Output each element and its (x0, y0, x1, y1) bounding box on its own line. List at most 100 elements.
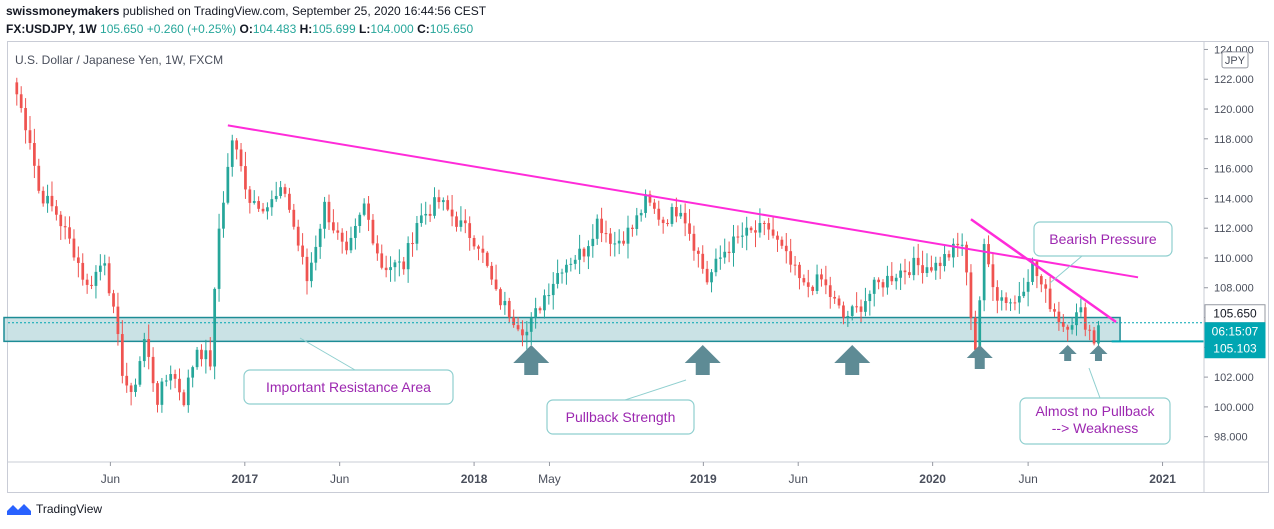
pullback-annotation-box[interactable] (546, 399, 695, 435)
candle-body (1097, 325, 1100, 344)
time-tick-label: 2018 (461, 472, 488, 486)
candle-body (538, 308, 542, 311)
candle-body (116, 306, 120, 335)
candle-body (182, 392, 186, 406)
currency-badge[interactable] (1221, 51, 1249, 69)
candle-body (402, 261, 406, 270)
candle-body (485, 252, 489, 266)
short-term-trendline[interactable] (970, 218, 1117, 324)
candle-body (921, 265, 924, 274)
candle-body (714, 258, 718, 273)
candle-body (551, 283, 555, 296)
candle-body (230, 140, 234, 167)
candle-body (516, 325, 520, 330)
candle-body (200, 349, 203, 360)
candle-body (222, 202, 225, 229)
candle-body (837, 298, 841, 306)
candle-body (85, 279, 89, 285)
candle-body (46, 195, 49, 204)
candle-body (503, 300, 507, 306)
candle-body (916, 257, 920, 266)
candle-body (868, 293, 872, 302)
candle-body (622, 240, 625, 244)
candle-body (433, 197, 436, 216)
candle-body (617, 240, 621, 244)
up-arrow-icon (966, 345, 993, 369)
candle-body (283, 187, 287, 194)
candle-body (499, 289, 502, 306)
candle-body (261, 208, 265, 212)
candle-body (1070, 325, 1074, 330)
candle-body (358, 214, 362, 226)
candle-body (828, 285, 832, 297)
candle-body (507, 300, 511, 318)
publisher-name[interactable]: swissmoneymakers (6, 4, 120, 18)
candle-body (428, 213, 432, 216)
candle-body (384, 267, 388, 271)
time-tick-label: 2017 (231, 472, 258, 486)
close-value: 105.650 (429, 22, 474, 36)
candle-body (310, 262, 313, 282)
candle-body (965, 244, 968, 273)
candle-body (477, 246, 480, 249)
close-label: C: (417, 22, 430, 36)
candle-body (995, 287, 999, 301)
footer-brand[interactable]: TradingView (36, 502, 103, 516)
tradingview-logo-icon[interactable] (6, 502, 32, 516)
candle-body (336, 230, 340, 233)
candle-body (1039, 276, 1043, 285)
candle-body (754, 230, 757, 233)
candle-body (151, 356, 155, 384)
candle-body (367, 203, 370, 220)
candle-body (411, 243, 414, 245)
price-tick-label: 112.000 (1214, 223, 1253, 235)
candle-body (798, 264, 801, 279)
resistance-annotation-box[interactable] (243, 369, 454, 405)
candle-body (441, 200, 445, 203)
candle-body (446, 200, 450, 210)
candle-body (292, 209, 296, 227)
low-price-badge[interactable] (1204, 339, 1266, 359)
weakness-annotation-pointer (1088, 367, 1101, 399)
pullback-annotation-text: Pullback Strength (566, 409, 676, 425)
candle-body (850, 306, 854, 316)
candle-body (648, 194, 652, 203)
symbol-label[interactable]: FX:USDJPY, 1W (6, 22, 97, 36)
candle-body (767, 223, 771, 230)
candle-body (156, 383, 159, 405)
candle-body (235, 140, 239, 150)
candle-body (745, 227, 749, 236)
candle-body (780, 239, 784, 246)
weakness-annotation-box[interactable] (1019, 397, 1171, 445)
low-label: L: (359, 22, 371, 36)
candle-body (793, 264, 797, 266)
candle-body (661, 219, 665, 224)
up-arrow-icon (513, 345, 550, 375)
resistance-zone[interactable] (3, 316, 1121, 343)
candle-body (674, 207, 678, 217)
candle-body (1035, 261, 1039, 277)
candle-body (512, 317, 516, 326)
last-price: 105.650 (100, 22, 144, 36)
candle-body (239, 149, 243, 167)
candle-body (323, 201, 326, 229)
bearish-annotation-box[interactable] (1033, 221, 1173, 257)
candle-body (666, 223, 669, 225)
candle-body (72, 238, 76, 258)
time-tick-label: 2019 (690, 472, 717, 486)
candle-body (657, 208, 661, 220)
time-tick-label: May (538, 472, 561, 486)
time-tick-label: Jun (101, 472, 120, 486)
candle-body (107, 263, 111, 294)
candle-body (76, 257, 80, 263)
candle-body (771, 229, 775, 236)
candle-body (28, 130, 32, 144)
candle-body (494, 279, 498, 290)
long-term-trendline[interactable] (227, 124, 1139, 279)
up-arrow-icon (1089, 345, 1108, 361)
candle-body (969, 272, 973, 318)
up-arrow-icon (1058, 345, 1077, 361)
candle-body (749, 227, 753, 231)
candle-body (468, 223, 472, 238)
